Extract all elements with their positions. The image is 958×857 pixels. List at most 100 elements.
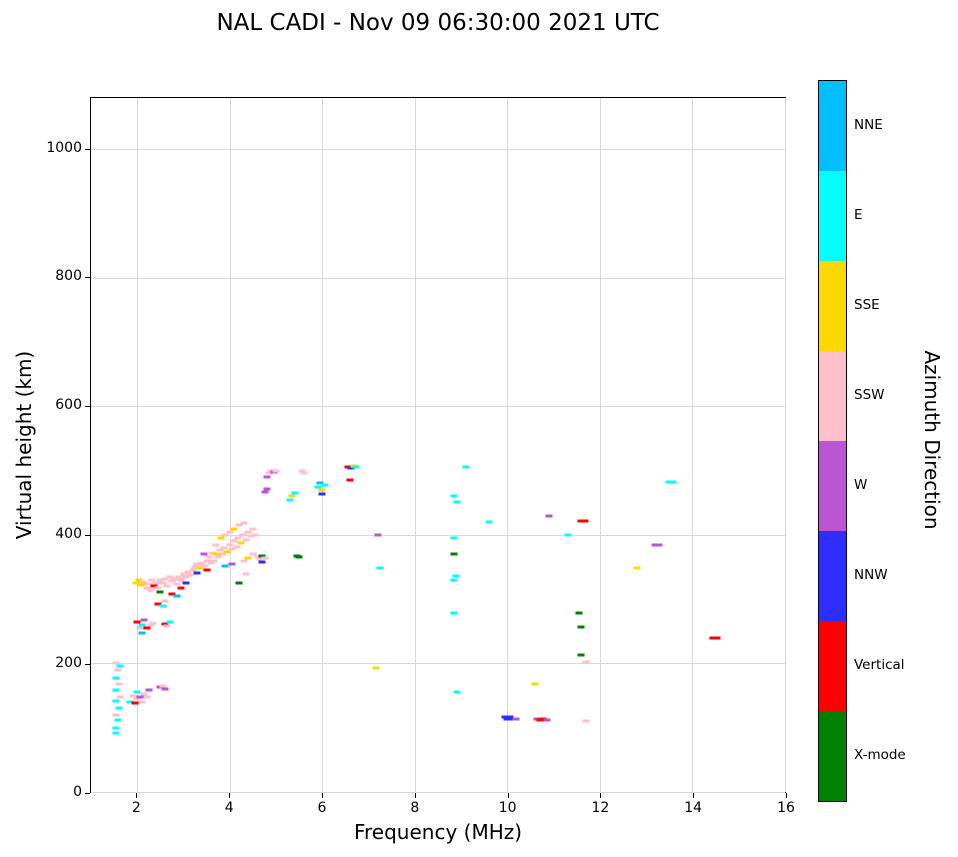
data-point — [154, 602, 162, 606]
data-point — [226, 543, 234, 547]
y-tick-label: 400 — [55, 526, 82, 543]
data-point — [228, 562, 236, 566]
data-point — [376, 566, 384, 570]
data-point — [226, 530, 234, 534]
x-tick-label: 4 — [224, 800, 234, 816]
data-point — [254, 555, 262, 559]
data-point — [168, 592, 176, 596]
data-point — [163, 624, 171, 628]
gridline-vertical — [785, 98, 786, 792]
x-tick-mark — [229, 793, 231, 798]
y-tick-mark — [85, 148, 90, 150]
x-tick-label: 14 — [684, 800, 703, 816]
data-point — [244, 530, 252, 534]
colorbar-tick-label: NNW — [854, 567, 888, 583]
y-tick-mark — [85, 535, 90, 537]
x-tick-mark — [136, 793, 138, 798]
data-point — [564, 533, 572, 537]
data-point — [205, 555, 213, 559]
data-point — [196, 566, 204, 570]
data-point — [200, 552, 208, 556]
data-point — [150, 584, 158, 588]
azimuth-colorbar — [818, 80, 847, 802]
data-point — [347, 466, 355, 470]
data-point — [288, 494, 296, 498]
colorbar-segment-sse — [819, 261, 846, 351]
data-point — [212, 543, 220, 547]
gridline-horizontal — [91, 792, 785, 793]
data-point — [138, 631, 146, 635]
data-point — [136, 626, 144, 630]
data-point — [154, 586, 162, 590]
data-point — [186, 573, 194, 577]
data-point — [168, 579, 176, 583]
data-point — [140, 692, 148, 696]
data-point — [189, 568, 197, 572]
y-tick-label: 200 — [55, 655, 82, 672]
data-point — [244, 556, 252, 560]
data-point — [314, 485, 322, 489]
data-point — [228, 547, 236, 551]
data-point — [216, 548, 224, 552]
data-point — [462, 465, 470, 469]
data-point — [145, 582, 153, 586]
colorbar-segment-x-mode — [819, 711, 846, 801]
data-point — [577, 653, 585, 657]
data-point — [214, 555, 222, 559]
gridline-horizontal — [91, 534, 785, 536]
data-point — [508, 717, 516, 721]
data-point — [240, 521, 248, 525]
data-point — [137, 583, 145, 587]
data-point — [450, 552, 458, 556]
data-point — [112, 676, 120, 680]
x-axis-label: Frequency (MHz) — [353, 820, 523, 844]
data-point — [251, 533, 259, 537]
data-point — [582, 719, 590, 723]
data-point — [352, 465, 360, 469]
data-point — [577, 625, 585, 629]
data-point — [173, 594, 181, 598]
data-point — [453, 690, 460, 694]
gridline-vertical — [599, 98, 601, 792]
data-point — [114, 668, 122, 672]
data-point — [230, 527, 238, 531]
data-point — [300, 471, 308, 475]
colorbar-tick-label: NNE — [854, 117, 883, 133]
colorbar-tick-label: SSW — [854, 387, 885, 403]
gridline-horizontal — [91, 663, 785, 665]
data-point — [316, 481, 324, 485]
data-point — [582, 660, 590, 664]
data-point — [346, 478, 354, 482]
data-point — [198, 561, 206, 565]
colorbar-tick-label: X-mode — [854, 747, 906, 763]
colorbar-tick-label: SSE — [854, 297, 880, 313]
data-point — [112, 699, 120, 703]
data-point — [263, 475, 271, 479]
x-tick-mark — [507, 793, 509, 798]
colorbar-tick-label: W — [854, 477, 868, 493]
data-point — [295, 555, 303, 559]
data-point — [234, 536, 242, 540]
x-tick-label: 10 — [498, 800, 517, 816]
data-point — [200, 564, 208, 568]
data-point — [318, 492, 326, 496]
data-point — [112, 688, 120, 692]
data-point — [115, 682, 123, 686]
x-tick-label: 12 — [591, 800, 610, 816]
data-point — [112, 726, 120, 730]
y-tick-label: 800 — [55, 268, 82, 285]
data-point — [261, 490, 268, 494]
data-point — [372, 666, 380, 670]
gridline-vertical — [137, 98, 139, 792]
data-point — [374, 533, 382, 537]
data-point — [180, 572, 188, 576]
data-point — [536, 718, 544, 722]
y-tick-label: 600 — [55, 397, 82, 414]
data-point — [114, 718, 122, 722]
data-point — [163, 584, 171, 588]
data-point — [263, 487, 271, 491]
y-tick-mark — [85, 277, 90, 279]
x-tick-label: 16 — [777, 800, 795, 816]
data-point — [531, 682, 539, 686]
